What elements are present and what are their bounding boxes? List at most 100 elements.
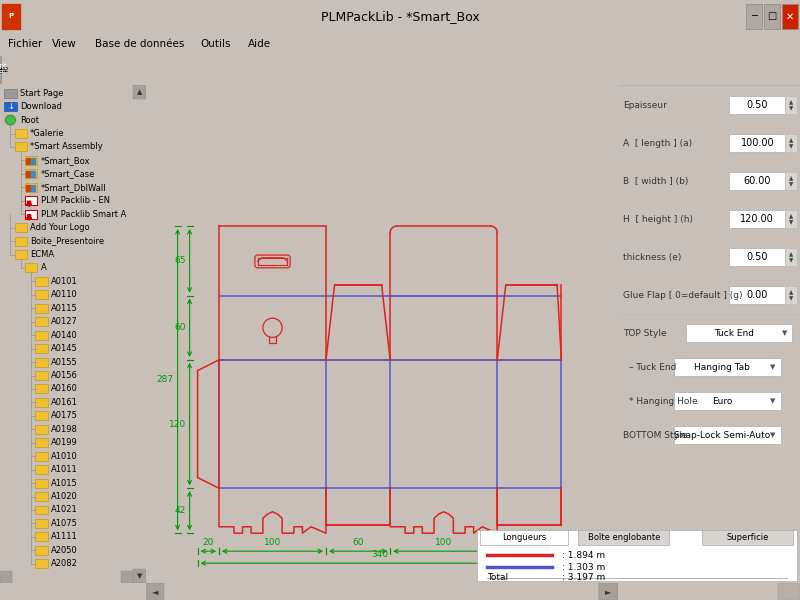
Bar — [35, 277, 48, 286]
Text: *Smart Assembly: *Smart Assembly — [30, 142, 103, 151]
Bar — [578, 530, 670, 545]
Text: 100: 100 — [264, 538, 281, 547]
Bar — [778, 583, 800, 600]
Bar — [35, 425, 48, 434]
Text: B  [ width ] (b): B [ width ] (b) — [623, 177, 689, 186]
Text: ▼: ▼ — [789, 107, 794, 112]
Text: Root: Root — [20, 116, 38, 125]
Text: ◄: ◄ — [152, 587, 158, 596]
Bar — [4, 89, 17, 98]
Text: 340: 340 — [371, 550, 388, 559]
Bar — [35, 304, 48, 313]
Text: *Galerie: *Galerie — [30, 129, 65, 138]
Text: A0115: A0115 — [51, 304, 78, 313]
Text: 120.00: 120.00 — [741, 214, 774, 224]
Bar — [26, 185, 30, 191]
Bar — [146, 583, 165, 600]
Bar — [480, 530, 568, 545]
Bar — [31, 185, 35, 191]
Text: ▼: ▼ — [770, 364, 775, 370]
Text: □: □ — [767, 11, 777, 22]
Text: *Smart_Box: *Smart_Box — [41, 156, 90, 165]
Bar — [35, 398, 48, 407]
Bar — [0, 571, 13, 583]
Text: 60: 60 — [523, 538, 535, 547]
Text: PLM Packlib Smart A: PLM Packlib Smart A — [41, 209, 126, 218]
Text: thickness (e): thickness (e) — [623, 253, 682, 262]
Text: A0155: A0155 — [51, 358, 78, 367]
Text: A0110: A0110 — [51, 290, 78, 299]
Text: Total: Total — [486, 574, 508, 582]
Bar — [14, 236, 27, 245]
Text: ▲: ▲ — [789, 215, 794, 220]
Text: 20: 20 — [202, 538, 214, 547]
Text: 120: 120 — [169, 419, 186, 428]
Text: ⊕: ⊕ — [0, 67, 3, 73]
Text: A1015: A1015 — [51, 479, 78, 488]
Text: Boîte englobante: Boîte englobante — [587, 533, 660, 542]
Text: Euro: Euro — [712, 397, 733, 406]
Bar — [786, 286, 797, 304]
Bar — [35, 412, 48, 421]
Text: A1075: A1075 — [51, 519, 78, 528]
Text: 🔍: 🔍 — [0, 66, 2, 73]
Bar — [14, 142, 27, 151]
Bar — [35, 492, 48, 501]
Bar — [25, 169, 38, 178]
Text: 287: 287 — [157, 375, 174, 384]
Text: Opt
P: Opt P — [0, 63, 6, 76]
Text: ▲: ▲ — [789, 101, 794, 106]
Text: Superficie: Superficie — [726, 533, 769, 542]
Bar — [25, 196, 38, 205]
Bar — [729, 96, 786, 114]
Bar — [35, 371, 48, 380]
Bar — [31, 172, 35, 178]
Bar — [35, 290, 48, 299]
Text: : 1.303 m: : 1.303 m — [562, 563, 605, 571]
Bar — [746, 4, 762, 29]
Text: ▲: ▲ — [789, 177, 794, 182]
Text: 100: 100 — [435, 538, 452, 547]
Bar — [598, 583, 618, 600]
Bar — [35, 317, 48, 326]
Bar — [14, 250, 27, 259]
Text: PLM: PLM — [0, 67, 7, 73]
Text: 0.00: 0.00 — [746, 290, 768, 300]
FancyArrow shape — [26, 201, 32, 206]
Text: 60.00: 60.00 — [743, 176, 771, 186]
Bar — [674, 392, 781, 410]
Bar — [35, 344, 48, 353]
Bar — [786, 96, 797, 114]
Bar — [786, 134, 797, 152]
Bar — [35, 559, 48, 568]
Bar — [35, 532, 48, 541]
Text: ?: ? — [0, 67, 2, 73]
Text: ▲: ▲ — [789, 253, 794, 258]
Text: ▼: ▼ — [789, 183, 794, 188]
Text: Tuck End: Tuck End — [714, 329, 754, 338]
Text: ↓: ↓ — [0, 67, 3, 73]
Bar — [729, 248, 786, 266]
Bar — [35, 519, 48, 528]
Text: TOP Style: TOP Style — [623, 329, 667, 338]
Bar — [674, 426, 781, 444]
Bar — [133, 85, 146, 99]
Text: Aide: Aide — [248, 39, 271, 49]
Circle shape — [6, 115, 16, 125]
Text: ►: ► — [605, 587, 611, 596]
Bar — [786, 210, 797, 228]
Bar — [2, 4, 20, 29]
Bar — [729, 286, 786, 304]
Text: ▼: ▼ — [782, 330, 787, 336]
Text: ▼: ▼ — [137, 573, 142, 579]
Text: ▼: ▼ — [789, 297, 794, 302]
Text: View: View — [52, 39, 77, 49]
Text: A1111: A1111 — [51, 532, 78, 541]
Bar — [729, 134, 786, 152]
Bar — [702, 530, 794, 545]
Text: Start Page: Start Page — [20, 89, 63, 98]
Bar — [35, 331, 48, 340]
Text: BOTTOM Style: BOTTOM Style — [623, 431, 688, 440]
Text: ↓: ↓ — [7, 102, 14, 111]
Text: 65: 65 — [174, 256, 186, 265]
